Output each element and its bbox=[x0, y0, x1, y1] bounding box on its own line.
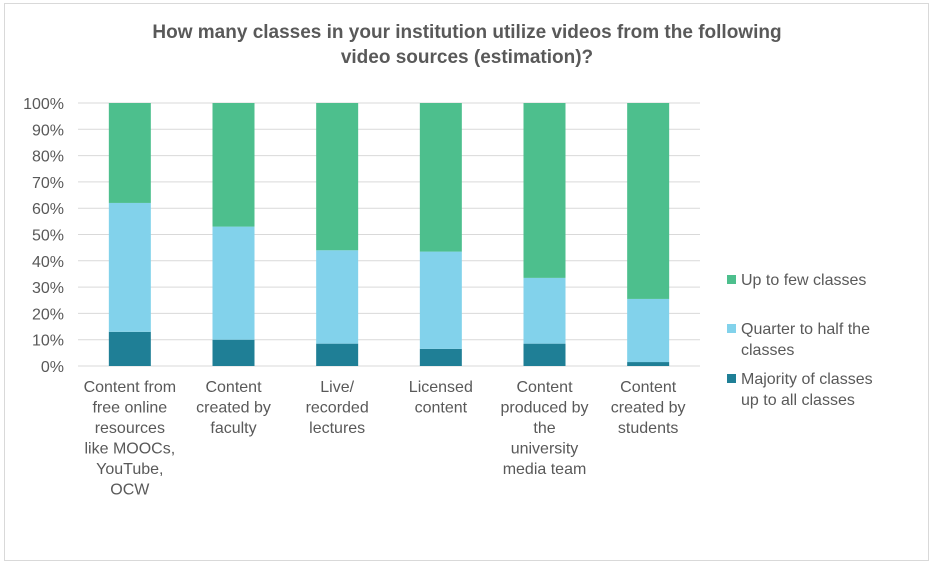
x-category-label: university bbox=[511, 441, 579, 458]
bar-segment bbox=[108, 331, 151, 366]
bar-segment bbox=[419, 103, 462, 252]
bar-segment bbox=[627, 103, 670, 299]
y-tick-label: 80% bbox=[32, 149, 64, 166]
x-category-label: OCW bbox=[110, 482, 150, 499]
bar-segment bbox=[316, 343, 359, 366]
bar-segment bbox=[316, 250, 359, 344]
x-category-label: resources bbox=[95, 420, 165, 437]
y-tick-label: 40% bbox=[32, 254, 64, 271]
x-category-label: Live/ bbox=[320, 379, 354, 396]
x-category-label: YouTube, bbox=[96, 461, 163, 478]
legend-swatch bbox=[727, 275, 736, 284]
bar-segment bbox=[108, 103, 151, 203]
y-tick-label: 0% bbox=[41, 359, 64, 376]
y-tick-label: 10% bbox=[32, 333, 64, 350]
bar-segment bbox=[212, 226, 255, 340]
bar-segment bbox=[212, 103, 255, 227]
legend-label: Up to few classes bbox=[741, 272, 866, 289]
x-category-label: Content bbox=[205, 379, 262, 396]
x-category-label: free online bbox=[92, 400, 167, 417]
legend-label: Majority of classes bbox=[741, 371, 873, 388]
legend-swatch bbox=[727, 374, 736, 383]
y-tick-label: 50% bbox=[32, 228, 64, 245]
x-category-label: the bbox=[533, 420, 555, 437]
bar-segment bbox=[419, 251, 462, 349]
x-category-label: recorded bbox=[306, 400, 369, 417]
x-category-label: content bbox=[415, 400, 468, 417]
x-category-label: students bbox=[618, 420, 678, 437]
x-category-label: created by bbox=[611, 400, 686, 417]
chart-title-line: video sources (estimation)? bbox=[341, 47, 593, 68]
x-category-label: like MOOCs, bbox=[84, 441, 175, 458]
x-category-label: produced by bbox=[500, 400, 588, 417]
legend-label: Quarter to half the bbox=[741, 321, 870, 338]
bar-segment bbox=[212, 339, 255, 366]
bar-segment bbox=[523, 343, 566, 366]
chart-title-line: How many classes in your institution uti… bbox=[152, 22, 781, 43]
bar-segment bbox=[419, 348, 462, 366]
x-category-label: media team bbox=[503, 461, 587, 478]
y-tick-label: 70% bbox=[32, 175, 64, 192]
bar-segment bbox=[316, 103, 359, 251]
x-category-label: Content bbox=[516, 379, 573, 396]
x-category-label: created by bbox=[196, 400, 271, 417]
x-category-label: faculty bbox=[210, 420, 256, 437]
legend-swatch bbox=[727, 324, 736, 333]
legend-label: classes bbox=[741, 342, 794, 359]
bar-segment bbox=[523, 103, 566, 278]
legend-label: up to all classes bbox=[741, 392, 855, 409]
y-tick-label: 90% bbox=[32, 122, 64, 139]
bar-segment bbox=[627, 298, 670, 363]
bar-segment bbox=[627, 362, 670, 366]
bar-segment bbox=[108, 202, 151, 332]
y-tick-label: 100% bbox=[23, 96, 64, 113]
x-category-label: Content from bbox=[84, 379, 176, 396]
chart-frame bbox=[4, 3, 929, 561]
x-category-label: lectures bbox=[309, 420, 365, 437]
y-tick-label: 60% bbox=[32, 201, 64, 218]
x-category-label: Content bbox=[620, 379, 677, 396]
x-category-label: Licensed bbox=[409, 379, 473, 396]
y-tick-label: 30% bbox=[32, 280, 64, 297]
y-tick-label: 20% bbox=[32, 306, 64, 323]
bar-segment bbox=[523, 277, 566, 344]
